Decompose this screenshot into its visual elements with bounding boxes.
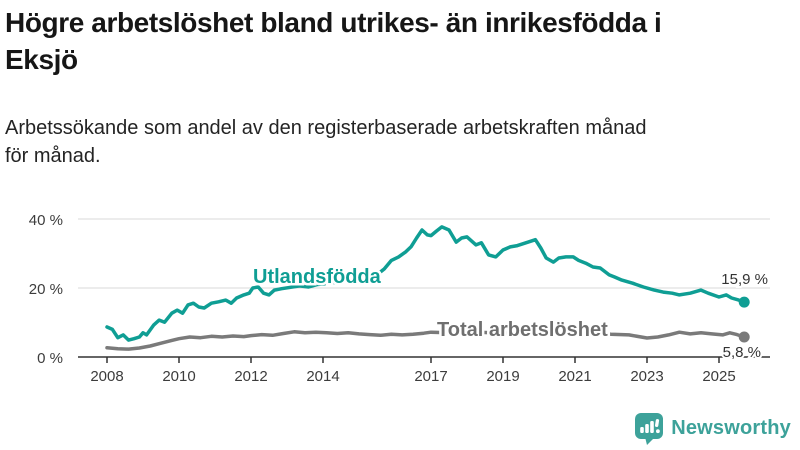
end-value-utlandsfodda: 15,9 % [721,271,768,288]
y-tick-label: 40 % [29,212,63,229]
chart-title: Högre arbetslöshet bland utrikes- än inr… [5,7,662,75]
x-tick-label: 2025 [702,368,735,385]
y-tick-label: 0 % [37,350,63,367]
x-tick-label: 2019 [486,368,519,385]
x-tick-label: 2021 [558,368,591,385]
x-tick-label: 2010 [162,368,195,385]
brand-name: Newsworthy [671,416,791,439]
newsworthy-logo-icon [635,413,664,445]
series-line-utlandsfodda [105,225,746,342]
series-label-total: Total arbetslöshet [437,319,608,341]
end-value-total: 5,8 % [723,344,761,361]
x-tick-label: 2008 [90,368,123,385]
series-end-dot [738,331,750,343]
x-tick-label: 2014 [306,368,339,385]
series-line-total [105,326,746,351]
series-label-utlandsfodda: Utlandsfödda [253,266,382,288]
series-end-dot [738,296,750,308]
x-tick-label: 2017 [414,368,447,385]
brand-footer: Newsworthy [634,411,791,445]
unemployment-line-chart: 0 % 20 % 40 % Utlandsfödda Total arbetslös… [29,212,770,385]
x-tick-label: 2023 [630,368,663,385]
chart-subtitle: Arbetssökande som andel av den registerb… [5,117,647,168]
y-tick-label: 20 % [29,281,63,298]
x-tick-label: 2012 [234,368,267,385]
